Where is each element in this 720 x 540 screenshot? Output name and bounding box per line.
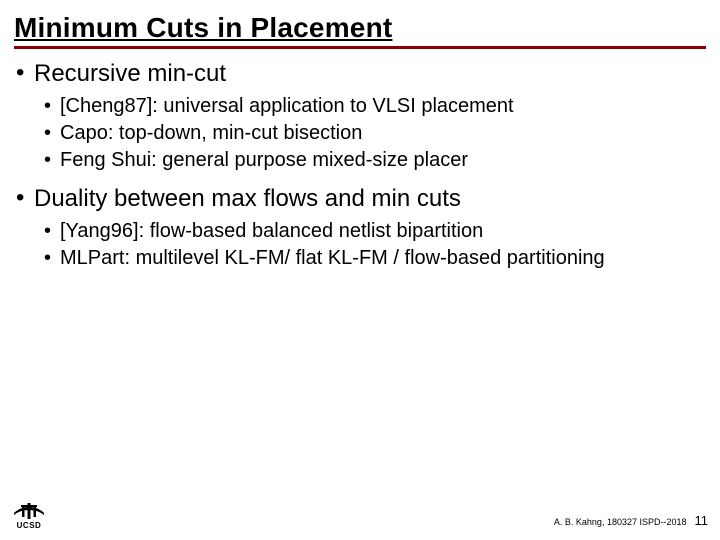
footer-right: A. B. Kahng, 180327 ISPD--2018 11 (554, 513, 708, 528)
slide-title: Minimum Cuts in Placement (14, 12, 706, 44)
bullet-icon: • (16, 184, 34, 213)
footer: UCSD A. B. Kahng, 180327 ISPD--2018 11 (0, 494, 720, 534)
top-bullet: • Recursive min-cut (16, 59, 706, 89)
sub-bullet-text: Capo: top-down, min-cut bisection (60, 120, 362, 147)
sub-list: • [Cheng87]: universal application to VL… (44, 93, 706, 174)
bullet-icon: • (44, 147, 60, 174)
logo: UCSD (12, 501, 46, 530)
footer-credit: A. B. Kahng, 180327 ISPD--2018 (554, 517, 687, 527)
logo-text: UCSD (17, 521, 42, 530)
sub-bullet: • Capo: top-down, min-cut bisection (44, 120, 706, 147)
top-bullet-text: Duality between max flows and min cuts (34, 184, 461, 214)
top-bullet: • Duality between max flows and min cuts (16, 184, 706, 214)
slide: Minimum Cuts in Placement • Recursive mi… (0, 0, 720, 540)
content: • Recursive min-cut • [Cheng87]: univers… (14, 59, 706, 272)
sub-bullet-text: Feng Shui: general purpose mixed-size pl… (60, 147, 468, 174)
sub-bullet: • [Cheng87]: universal application to VL… (44, 93, 706, 120)
ucsd-trident-icon (12, 501, 46, 521)
sub-bullet-text: [Cheng87]: universal application to VLSI… (60, 93, 514, 120)
sub-bullet: • Feng Shui: general purpose mixed-size … (44, 147, 706, 174)
bullet-icon: • (44, 245, 60, 272)
page-number: 11 (695, 513, 709, 528)
title-underline (14, 46, 706, 49)
bullet-icon: • (44, 218, 60, 245)
sub-bullet: • [Yang96]: flow-based balanced netlist … (44, 218, 706, 245)
sub-bullet-text: MLPart: multilevel KL-FM/ flat KL-FM / f… (60, 245, 605, 272)
top-bullet-text: Recursive min-cut (34, 59, 226, 89)
sub-bullet-text: [Yang96]: flow-based balanced netlist bi… (60, 218, 483, 245)
bullet-icon: • (44, 120, 60, 147)
bullet-icon: • (44, 93, 60, 120)
sub-bullet: • MLPart: multilevel KL-FM/ flat KL-FM /… (44, 245, 706, 272)
bullet-icon: • (16, 59, 34, 88)
sub-list: • [Yang96]: flow-based balanced netlist … (44, 218, 706, 272)
title-block: Minimum Cuts in Placement (14, 12, 706, 49)
